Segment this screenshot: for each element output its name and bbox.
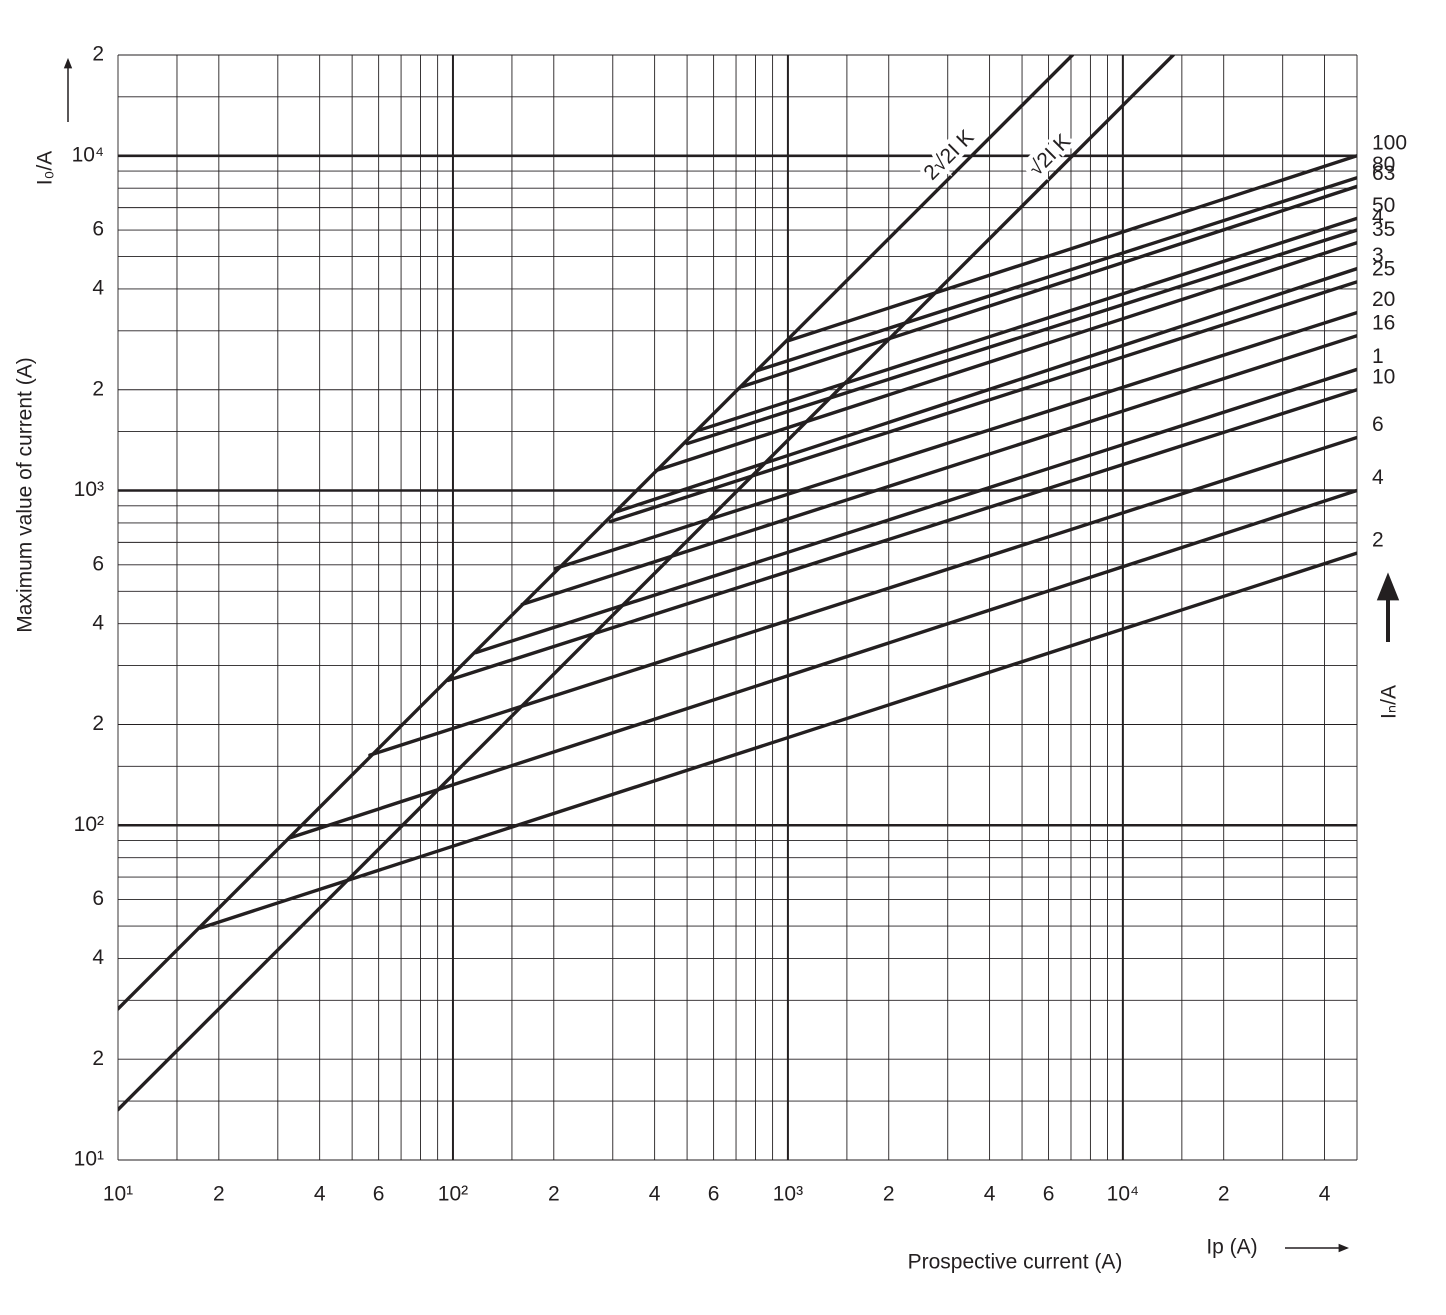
- plot-lines: [118, 55, 1357, 1112]
- series-label: 50: [1372, 194, 1395, 217]
- series-label: 4: [1372, 466, 1384, 489]
- series-label: 63: [1372, 162, 1395, 185]
- x-tick-label: 4: [984, 1183, 996, 1206]
- series-line: [755, 175, 1357, 373]
- series-line: [685, 228, 1357, 446]
- series-line: [615, 266, 1357, 514]
- series-line: [608, 280, 1357, 524]
- series-line: [287, 488, 1357, 840]
- series-line: [474, 367, 1357, 655]
- grid: [117, 54, 1358, 1161]
- series-line: [740, 184, 1357, 389]
- series-label: 25: [1372, 257, 1395, 280]
- series-line: [787, 154, 1357, 343]
- series-label: 4: [1372, 206, 1384, 229]
- x-tick-label: 2: [548, 1183, 560, 1206]
- series-line: [446, 388, 1357, 683]
- x-symbol: Ip (A): [1206, 1236, 1257, 1259]
- y-tick-label: 2: [92, 377, 104, 400]
- y-tick-label: 4: [92, 611, 104, 634]
- series-line: [520, 334, 1357, 607]
- series-label: 10: [1372, 365, 1395, 388]
- x-tick-label: 2: [213, 1183, 225, 1206]
- series-label: 16: [1372, 311, 1395, 334]
- series-label: 6: [1372, 413, 1384, 436]
- series-line: [368, 435, 1357, 757]
- y-axis-label: Maximum value of current (A): [14, 357, 37, 632]
- series-line: [654, 240, 1357, 473]
- y-tick-label: 6: [92, 887, 104, 910]
- x-tick-label: 10³: [773, 1183, 803, 1206]
- x-tick-label: 10⁴: [1107, 1183, 1139, 1206]
- y-tick-label: 2: [92, 1047, 104, 1070]
- x-tick-label: 4: [1319, 1183, 1331, 1206]
- y-tick-label: 10²: [74, 813, 104, 836]
- y-tick-label: 2: [92, 43, 104, 66]
- series-line: [553, 310, 1357, 571]
- series-label: 80: [1372, 153, 1395, 176]
- x-tick-label: 6: [1043, 1183, 1055, 1206]
- series-line: [118, 55, 1075, 1011]
- x-tick-label: 4: [314, 1183, 326, 1206]
- x-tick-label: 2: [1218, 1183, 1230, 1206]
- series-label: 1: [1372, 345, 1384, 368]
- y-tick-label: 2: [92, 712, 104, 735]
- series-label: 35: [1372, 218, 1395, 241]
- series-label: 20: [1372, 288, 1395, 311]
- y-tick-label: 10³: [74, 478, 104, 501]
- series-line: [693, 216, 1357, 434]
- x-tick-label: 2: [883, 1183, 895, 1206]
- x-tick-label: 4: [649, 1183, 661, 1206]
- legend-title: Iₙ/A: [1378, 685, 1401, 719]
- y-tick-label: 6: [92, 552, 104, 575]
- x-tick-label: 6: [373, 1183, 385, 1206]
- x-tick-label: 6: [708, 1183, 720, 1206]
- x-tick-label: 10¹: [103, 1183, 133, 1206]
- series-line: [198, 551, 1357, 930]
- y-tick-label: 10⁴: [72, 143, 104, 166]
- y-symbol: I₀/A: [34, 151, 57, 185]
- y-tick-label: 4: [92, 946, 104, 969]
- series-label: 2: [1372, 529, 1384, 552]
- series-label: 100: [1372, 131, 1407, 154]
- series-line: [118, 55, 1175, 1112]
- y-tick-label: 4: [92, 277, 104, 300]
- series-label: 3: [1372, 244, 1384, 267]
- x-axis-label: Prospective current (A): [908, 1251, 1123, 1274]
- y-tick-label: 6: [92, 218, 104, 241]
- y-tick-label: 10¹: [74, 1148, 104, 1171]
- x-tick-label: 10²: [438, 1183, 468, 1206]
